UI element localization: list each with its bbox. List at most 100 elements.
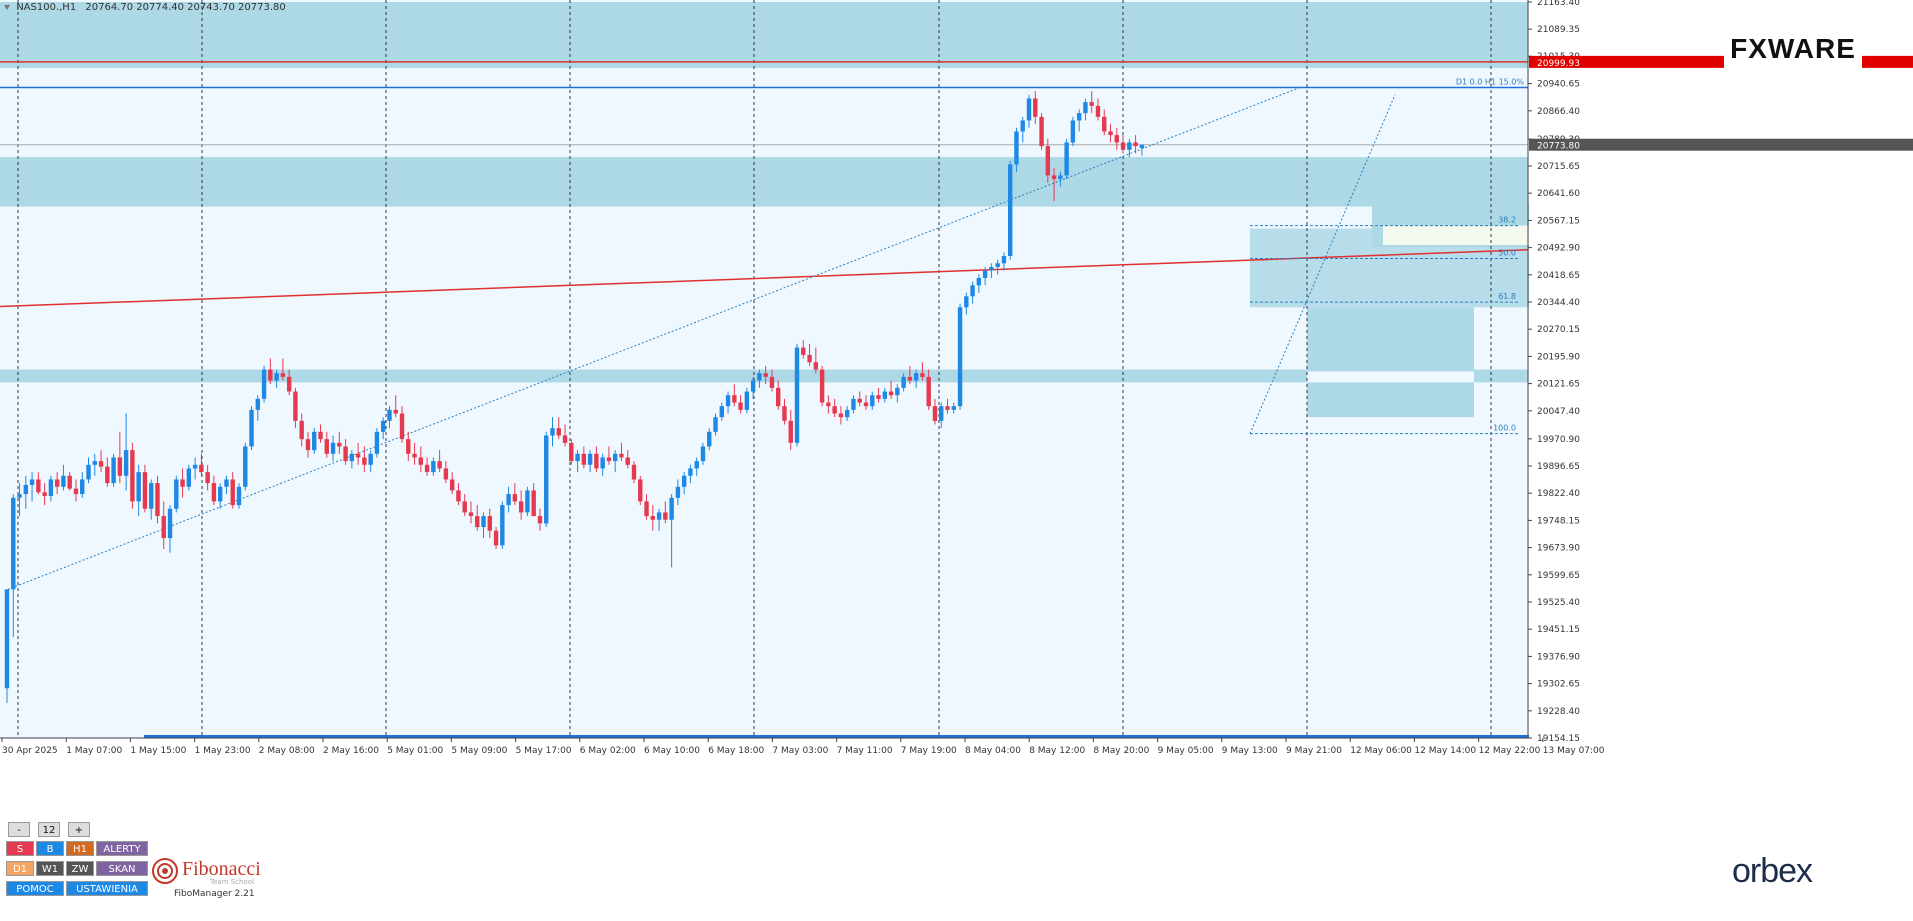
candle-body: [901, 376, 906, 388]
buy-button[interactable]: B: [36, 841, 64, 856]
supply-zone: [0, 2, 1528, 68]
candle-body: [650, 516, 656, 520]
candle-body: [17, 494, 22, 498]
zw-button[interactable]: ZW: [66, 861, 94, 876]
candle-body: [80, 479, 85, 495]
fib-level-label: 100.0: [1493, 424, 1516, 433]
chart-header: NAS100.,H1 20764.70 20774.40 20743.70 20…: [4, 2, 286, 13]
decrease-button[interactable]: -: [8, 822, 30, 837]
candle-body: [838, 413, 844, 418]
candle-body: [1095, 105, 1101, 117]
x-tick-label: 5 May 01:00: [387, 746, 443, 756]
candle-body: [794, 347, 800, 443]
candle-body: [506, 494, 511, 506]
x-tick-label: 7 May 19:00: [901, 746, 957, 756]
candle-body: [832, 406, 837, 414]
candle-body: [437, 461, 442, 469]
candle-body: [449, 479, 455, 491]
x-tick-label: 9 May 21:00: [1286, 746, 1342, 756]
settings-button[interactable]: USTAWIENIA: [66, 881, 148, 896]
x-tick-label: 2 May 16:00: [323, 746, 379, 756]
candle-body: [48, 479, 54, 496]
candle-body: [493, 530, 499, 546]
candle-body: [776, 387, 781, 407]
sell-button[interactable]: S: [6, 841, 34, 856]
x-tick-label: 5 May 09:00: [451, 746, 507, 756]
candle-body: [161, 516, 166, 539]
d1-button[interactable]: D1: [6, 861, 34, 876]
candle-body: [939, 406, 944, 421]
candle-body: [1045, 146, 1051, 176]
x-tick-label: 1 May 15:00: [130, 746, 186, 756]
candle-body: [1133, 142, 1138, 147]
candle-body: [456, 490, 461, 502]
help-button[interactable]: POMOC: [6, 881, 64, 896]
increase-button[interactable]: +: [68, 822, 90, 837]
candle-body: [1102, 116, 1107, 132]
candle-body: [594, 453, 599, 469]
candle-body: [920, 373, 925, 377]
y-tick-label: 19748.15: [1537, 516, 1580, 526]
candle-body: [199, 464, 204, 473]
order-block-lower: [1307, 307, 1474, 418]
candle-body: [851, 398, 856, 410]
candle-body: [725, 395, 731, 407]
candle-body: [249, 409, 254, 447]
fibonacci-subtitle: Team School: [210, 878, 254, 886]
fxware-logo: FXWARE: [1724, 22, 1862, 76]
candle-body: [374, 431, 380, 454]
candle-body: [330, 442, 336, 454]
y-tick-label: 20567.15: [1537, 216, 1580, 226]
candle-body: [1108, 131, 1113, 136]
candle-body: [443, 468, 449, 480]
candle-body: [550, 428, 555, 436]
y-tick-label: 21089.35: [1537, 25, 1580, 35]
candle-body: [475, 516, 480, 528]
candle-body: [638, 479, 643, 502]
candle-body: [1020, 120, 1025, 132]
plot-area: [0, 0, 1528, 738]
fib-swing-line: [1249, 94, 1396, 434]
candle-body: [619, 453, 624, 458]
x-axis-area: [0, 739, 1529, 921]
candle-body: [167, 508, 173, 539]
candle-body: [907, 376, 913, 381]
candle-body: [337, 442, 342, 447]
x-tick-label: 8 May 20:00: [1093, 746, 1149, 756]
y-tick-label: 19822.40: [1537, 489, 1580, 499]
candle-body: [569, 442, 574, 462]
candle-body: [1127, 142, 1132, 150]
candle-body: [694, 461, 699, 469]
candle-body: [1139, 144, 1145, 149]
fib-level-label: 38.2: [1498, 216, 1516, 225]
x-tick-label: 6 May 18:00: [708, 746, 764, 756]
candle-body: [462, 501, 467, 513]
candle-body: [807, 354, 812, 363]
candle-body: [1070, 120, 1076, 143]
candle-body: [481, 516, 486, 528]
y-tick-label: 19525.40: [1537, 598, 1580, 608]
x-tick-label: 13 May 07:00: [1543, 746, 1605, 756]
collapse-triangle-icon[interactable]: [4, 4, 10, 10]
y-tick-label: 19599.65: [1537, 571, 1580, 581]
candle-body: [349, 453, 355, 462]
candle-body: [888, 391, 894, 396]
y-tick-label: 19451.15: [1537, 625, 1580, 635]
x-tick-label: 12 May 14:00: [1414, 746, 1476, 756]
y-tick-label: 19154.15: [1537, 734, 1580, 744]
h1-button[interactable]: H1: [66, 841, 94, 856]
candle-body: [556, 428, 561, 436]
candle-body: [826, 402, 831, 407]
candle-body: [362, 457, 367, 465]
candle-body: [86, 464, 91, 480]
w1-button[interactable]: W1: [36, 861, 64, 876]
candle-body: [4, 589, 10, 689]
candle-body: [600, 457, 605, 469]
alerts-button[interactable]: ALERTY: [96, 841, 148, 856]
period-value[interactable]: 12: [38, 822, 60, 837]
candle-body: [393, 409, 398, 414]
candle-body: [1039, 116, 1044, 147]
scan-button[interactable]: SKAN: [96, 861, 148, 876]
